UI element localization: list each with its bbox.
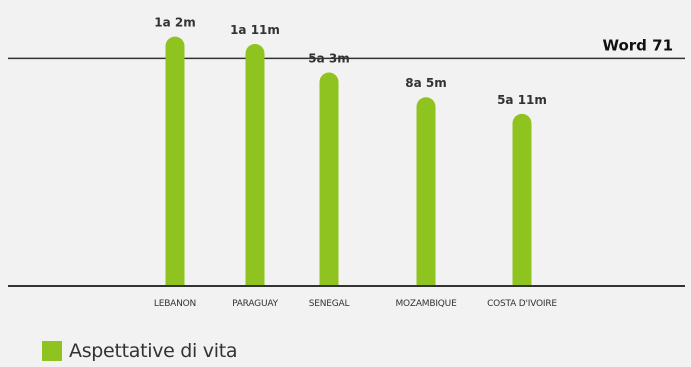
category-label: COSTA D'IVOIRE [487, 299, 557, 309]
bars-group [165, 36, 532, 287]
category-label: PARAGUAY [232, 299, 279, 309]
category-label: MOZAMBIQUE [395, 299, 457, 309]
bar [512, 113, 532, 286]
bar [165, 36, 185, 287]
bar-value-label: 1a 11m [230, 23, 280, 37]
bar-value-label: 5a 3m [308, 52, 349, 66]
reference-line-label: Word 71 [602, 36, 673, 54]
category-label: LEBANON [154, 299, 196, 309]
bar-value-label: 1a 2m [154, 16, 195, 30]
bar-value-label: 8a 5m [405, 76, 446, 90]
value-labels-group: 1a 2m 1a 11m 5a 3m 8a 5m 5a 11m [154, 16, 547, 107]
legend-label: Aspettative di vita [69, 340, 238, 362]
bar [416, 97, 436, 286]
category-label: SENEGAL [309, 299, 350, 309]
bar-value-label: 5a 11m [497, 93, 547, 107]
bar [245, 44, 265, 287]
category-labels-group: LEBANON PARAGUAY SENEGAL MOZAMBIQUE COSTA D'… [154, 299, 558, 309]
bar [319, 72, 339, 286]
legend-swatch [42, 341, 62, 361]
legend: Aspettative di vita [42, 340, 237, 362]
